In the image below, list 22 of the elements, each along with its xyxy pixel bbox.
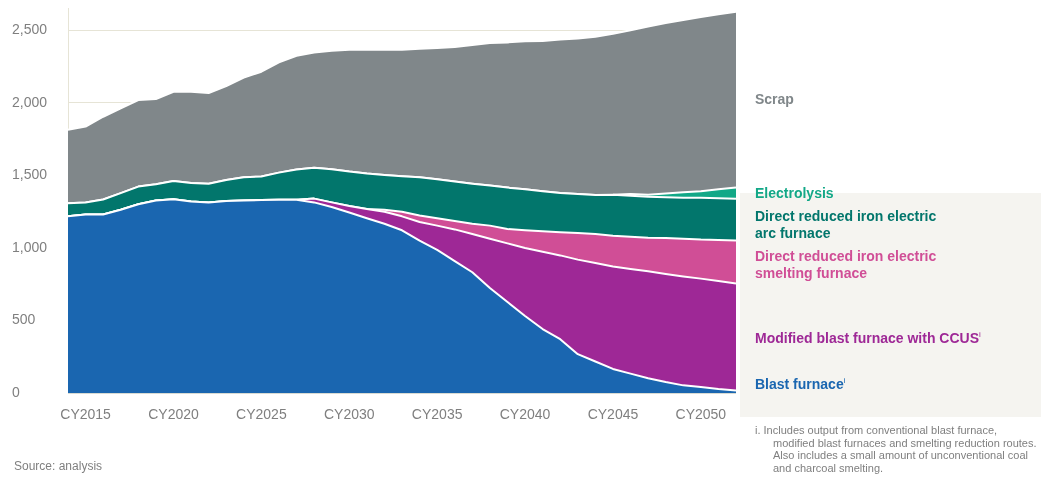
- series-label: Blast furnace$^{i}$: [755, 374, 847, 393]
- text: i. Includes output from conventional blast furnace, modified blast furnaces and smelting reduction routes. Also includes a small amount of unconventional coal and charcoal smelting.: [755, 424, 1037, 474]
- x-tick-label: CY2050: [675, 406, 727, 423]
- y-tick-label: 2,000: [12, 93, 48, 110]
- y-tick-label: 0: [12, 384, 20, 401]
- x-tick-label: CY2040: [499, 406, 551, 423]
- source-note: Source: analysis: [14, 459, 103, 473]
- x-tick-label: CY2045: [587, 406, 639, 423]
- x-tick-label: CY2025: [236, 406, 287, 423]
- series-label: Modified blast furnace with CCUS$^{i}$: [755, 329, 982, 348]
- series-label: Electrolysis: [755, 184, 835, 202]
- series-label: Direct reduced iron electric smelting furnace: [755, 247, 938, 282]
- y-tick-label: 2,500: [12, 21, 48, 38]
- y-tick-label: 1,500: [12, 166, 48, 183]
- series-label: Direct reduced iron electric arc furnace: [755, 207, 938, 242]
- series-label: Scrap: [755, 91, 795, 109]
- x-tick-label: CY2015: [60, 406, 112, 423]
- y-tick-label: 1,000: [12, 238, 48, 255]
- x-tick-label: CY2035: [411, 406, 463, 423]
- x-tick-label: CY2020: [148, 406, 199, 423]
- x-tick-label: CY2030: [323, 406, 375, 423]
- y-tick-label: 500: [12, 311, 36, 328]
